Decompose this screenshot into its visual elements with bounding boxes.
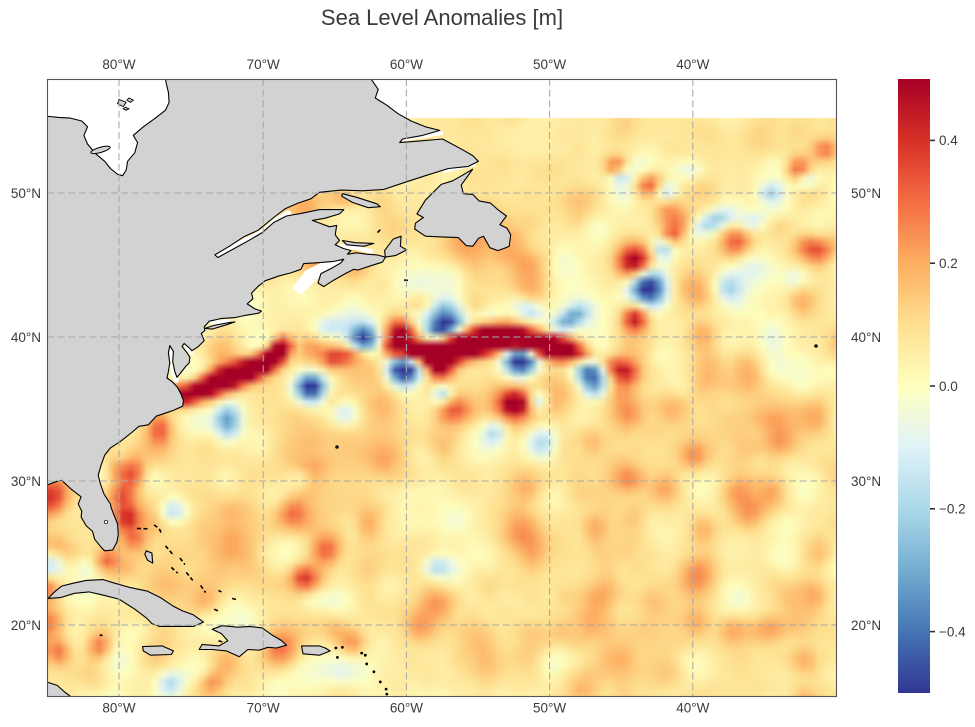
svg-text:50°W: 50°W <box>533 57 566 72</box>
svg-text:40°W: 40°W <box>676 57 709 72</box>
svg-text:40°N: 40°N <box>851 330 881 345</box>
svg-text:20°N: 20°N <box>11 618 41 633</box>
svg-text:0.4: 0.4 <box>939 133 958 148</box>
svg-text:80°W: 80°W <box>102 701 135 716</box>
svg-text:60°W: 60°W <box>390 57 423 72</box>
svg-text:30°N: 30°N <box>851 474 881 489</box>
svg-text:50°N: 50°N <box>851 186 881 201</box>
svg-text:0.0: 0.0 <box>939 379 958 394</box>
svg-text:40°W: 40°W <box>676 701 709 716</box>
svg-text:50°N: 50°N <box>11 186 41 201</box>
svg-text:70°W: 70°W <box>247 57 280 72</box>
svg-text:0.2: 0.2 <box>939 256 958 271</box>
svg-text:−0.4: −0.4 <box>939 624 966 639</box>
svg-text:40°N: 40°N <box>11 330 41 345</box>
svg-text:60°W: 60°W <box>390 701 423 716</box>
svg-text:70°W: 70°W <box>247 701 280 716</box>
svg-text:50°W: 50°W <box>533 701 566 716</box>
svg-text:80°W: 80°W <box>102 57 135 72</box>
svg-text:−0.2: −0.2 <box>939 502 966 517</box>
svg-text:20°N: 20°N <box>851 618 881 633</box>
svg-text:30°N: 30°N <box>11 474 41 489</box>
